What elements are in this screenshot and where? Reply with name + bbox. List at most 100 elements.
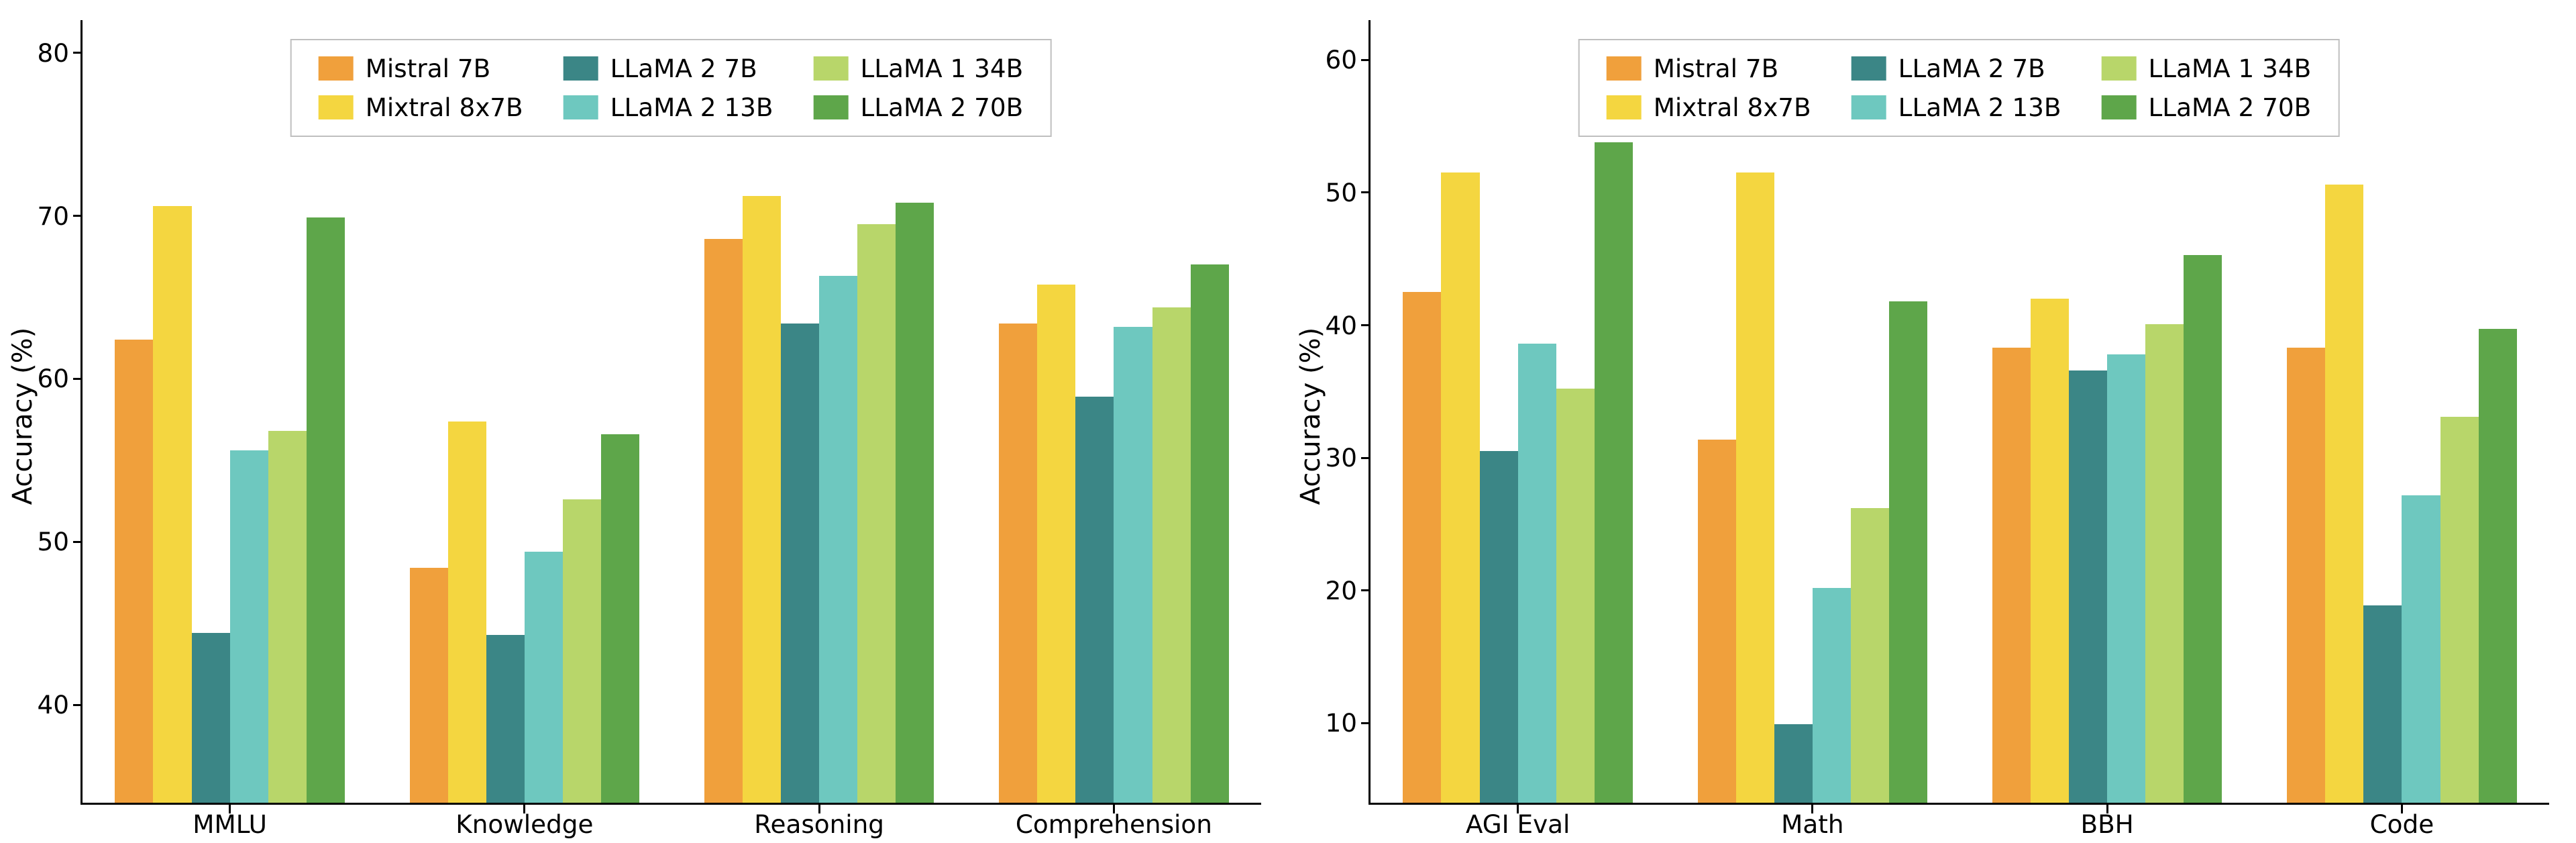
bar-group: [83, 20, 377, 803]
bar: [410, 568, 448, 803]
bar: [2325, 185, 2363, 803]
legend-swatch: [1851, 56, 1886, 81]
bar: [563, 499, 601, 803]
legend-swatch: [564, 95, 598, 119]
bar: [115, 340, 153, 803]
bar: [1595, 142, 1633, 803]
axes-wrap-left: Mistral 7BMixtral 8x7BLLaMA 2 7BLLaMA 2 …: [80, 20, 1261, 805]
bar: [230, 450, 268, 803]
xtick: Comprehension: [967, 809, 1261, 843]
bar-group: [1960, 20, 2255, 803]
legend-item: LLaMA 2 70B: [2101, 93, 2311, 122]
legend-swatch: [2101, 95, 2136, 119]
bar: [2145, 324, 2184, 803]
bar: [486, 635, 525, 803]
bar-group: [672, 20, 967, 803]
xtick-mark: [523, 804, 525, 813]
panel-left: Accuracy (%) Mistral 7BMixtral 8x7BLLaMA…: [0, 0, 1288, 832]
legend-label: LLaMA 2 70B: [860, 93, 1023, 122]
ylabel-right: Accuracy (%): [1295, 327, 1326, 505]
bar: [1480, 451, 1518, 803]
legend-left: Mistral 7BMixtral 8x7BLLaMA 2 7BLLaMA 2 …: [290, 39, 1052, 137]
bar: [819, 276, 857, 803]
legend-swatch: [564, 56, 598, 81]
bar: [2363, 605, 2402, 803]
legend-swatch: [813, 56, 848, 81]
xtick: Math: [1665, 809, 1960, 843]
bar: [1698, 440, 1736, 803]
bars: [704, 20, 934, 803]
ytick-label: 80: [38, 38, 70, 68]
legend-label: LLaMA 2 7B: [610, 54, 757, 83]
bars: [410, 20, 640, 803]
axes-left: MMLUKnowledgeReasoningComprehension 4050…: [80, 20, 1261, 805]
bars: [1403, 20, 1633, 803]
ytick-mark: [73, 541, 83, 543]
bar: [1191, 264, 1229, 803]
bar: [525, 552, 563, 803]
bars: [999, 20, 1229, 803]
legend-label: LLaMA 2 13B: [1898, 93, 2061, 122]
ytick-label: 10: [1326, 708, 1358, 738]
bar: [2440, 417, 2479, 803]
legend-item: Mistral 7B: [319, 54, 523, 83]
bar-group: [967, 20, 1261, 803]
bar: [1037, 285, 1075, 803]
bar-group: [2255, 20, 2549, 803]
legend-item: LLaMA 2 7B: [1851, 54, 2061, 83]
xtick-mark: [2106, 804, 2108, 813]
legend-column: LLaMA 1 34BLLaMA 2 70B: [2101, 54, 2311, 122]
ylabel-left: Accuracy (%): [7, 327, 38, 505]
bar: [704, 239, 743, 803]
bar-group: [377, 20, 672, 803]
bar: [1992, 348, 2031, 803]
legend-label: Mixtral 8x7B: [1654, 93, 1811, 122]
xtick-mark: [1811, 804, 1813, 813]
legend-swatch: [813, 95, 848, 119]
ytick-mark: [1361, 191, 1371, 193]
legend-item: LLaMA 2 7B: [564, 54, 773, 83]
bar-groups-left: [83, 20, 1261, 803]
bar: [1556, 389, 1595, 803]
bars: [1992, 20, 2222, 803]
legend-swatch: [319, 56, 354, 81]
bar: [781, 324, 819, 803]
figure: Accuracy (%) Mistral 7BMixtral 8x7BLLaMA…: [0, 0, 2576, 832]
bar: [1441, 172, 1479, 803]
bar: [1889, 301, 1927, 803]
bar: [601, 434, 639, 803]
xtick-mark: [229, 804, 231, 813]
legend-item: LLaMA 2 13B: [1851, 93, 2061, 122]
bar: [743, 196, 781, 803]
bar: [1774, 724, 1813, 803]
panel-right: Accuracy (%) Mistral 7B Mixtral 8x7B LLaMA…: [1288, 0, 2576, 832]
axes-wrap-right: Mistral 7BMixtral 8x7BLLaMA 2 7BLLaMA 2 …: [1368, 20, 2549, 805]
legend-swatch: [1607, 95, 1642, 119]
bar: [2479, 329, 2517, 803]
bar: [2107, 354, 2145, 803]
legend-label: LLaMA 1 34B: [860, 54, 1023, 83]
xtick: Code: [2255, 809, 2549, 843]
ytick-mark: [73, 52, 83, 54]
legend-label: Mistral 7B: [366, 54, 490, 83]
legend-swatch: [1851, 95, 1886, 119]
legend-label: LLaMA 2 70B: [2148, 93, 2311, 122]
legend-column: LLaMA 2 7B LLaMA 2 13B: [1851, 54, 2061, 122]
ytick-mark: [1361, 457, 1371, 459]
legend-label: LLaMA 2 13B: [610, 93, 773, 122]
legend-item: Mistral 7B: [1607, 54, 1811, 83]
bar: [2287, 348, 2325, 803]
bar-group: [1371, 20, 1665, 803]
xtick: MMLU: [83, 809, 377, 843]
bar-groups-right: [1371, 20, 2549, 803]
bar: [153, 206, 191, 803]
xtick-label: Reasoning: [672, 809, 967, 839]
xtick-mark: [2401, 804, 2403, 813]
xtick: AGI Eval: [1371, 809, 1665, 843]
xtick-mark: [1113, 804, 1115, 813]
bars: [2287, 20, 2517, 803]
legend-label: Mistral 7B: [1654, 54, 1778, 83]
legend-item: LLaMA 2 70B: [813, 93, 1023, 122]
legend-swatch: [2101, 56, 2136, 81]
bar: [268, 431, 307, 803]
